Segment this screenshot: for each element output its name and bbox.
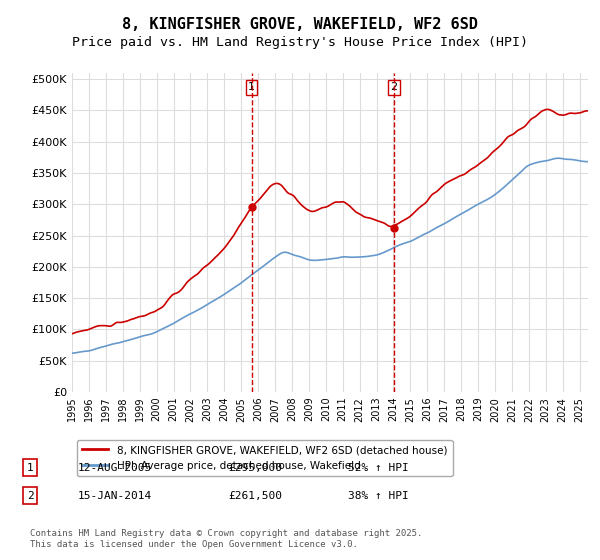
Text: £261,500: £261,500: [228, 491, 282, 501]
Legend: 8, KINGFISHER GROVE, WAKEFIELD, WF2 6SD (detached house), HPI: Average price, de: 8, KINGFISHER GROVE, WAKEFIELD, WF2 6SD …: [77, 440, 452, 476]
Text: 8, KINGFISHER GROVE, WAKEFIELD, WF2 6SD: 8, KINGFISHER GROVE, WAKEFIELD, WF2 6SD: [122, 17, 478, 32]
Text: 1: 1: [26, 463, 34, 473]
Text: 52% ↑ HPI: 52% ↑ HPI: [348, 463, 409, 473]
Text: 2: 2: [391, 82, 398, 92]
Text: Price paid vs. HM Land Registry's House Price Index (HPI): Price paid vs. HM Land Registry's House …: [72, 36, 528, 49]
Text: 12-AUG-2005: 12-AUG-2005: [78, 463, 152, 473]
Text: 15-JAN-2014: 15-JAN-2014: [78, 491, 152, 501]
Text: £295,000: £295,000: [228, 463, 282, 473]
Text: 2: 2: [26, 491, 34, 501]
Text: 1: 1: [248, 82, 255, 92]
Text: 38% ↑ HPI: 38% ↑ HPI: [348, 491, 409, 501]
Text: Contains HM Land Registry data © Crown copyright and database right 2025.
This d: Contains HM Land Registry data © Crown c…: [30, 529, 422, 549]
